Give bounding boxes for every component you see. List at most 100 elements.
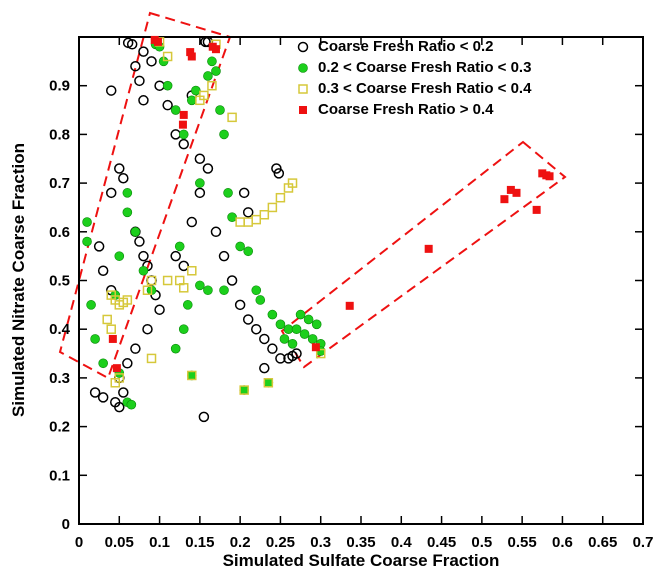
scatter-point [105,85,117,96]
scatter-point [239,385,249,395]
scatter-point [532,205,541,214]
legend-marker [299,106,307,114]
scatter-point [315,348,326,359]
scatter-point [267,343,278,354]
scatter-point [114,163,125,174]
scatter-point [178,120,187,129]
scatter-point [198,411,210,423]
scatter-point [211,66,221,76]
scatter-point [178,138,189,150]
x-tick-label: 0.5 [471,534,492,551]
scatter-point [345,301,354,310]
scatter-point [202,163,214,174]
x-tick-label: 0.3 [310,534,331,551]
scatter-point [259,333,270,345]
scatter-point [170,105,181,115]
scatter-point [235,241,245,252]
scatter-point [207,80,217,91]
scatter-point [118,297,129,308]
x-tick-label: 0.35 [346,534,375,551]
x-tick-label: 0.15 [185,534,214,551]
scatter-point [187,266,197,276]
scatter-point [263,377,274,388]
scatter-point [299,329,310,339]
scatter-point [98,358,108,369]
scatter-point [174,275,185,286]
scatter-point [82,236,92,247]
scatter-point [178,260,189,272]
scatter-point [207,56,217,67]
scatter-point [97,265,109,277]
scatter-point [134,75,145,87]
x-tick-label: 0.45 [427,534,456,551]
scatter-point [114,373,125,383]
scatter-point [90,334,100,344]
y-tick-label: 0.9 [49,78,70,95]
legend-marker [298,63,308,73]
scatter-point [162,99,173,111]
y-tick-label: 0.5 [49,273,70,290]
y-tick-label: 0.2 [49,419,70,436]
scatter-point [153,37,162,46]
scatter-point [259,362,270,374]
y-tick-label: 0.7 [49,175,70,192]
scatter-point [219,129,229,140]
scatter-point [195,95,205,106]
scatter-point [242,207,254,218]
scatter-point [187,52,196,61]
scatter-point [118,387,129,398]
scatter-point [251,214,262,225]
scatter-point [211,45,220,54]
x-tick-label: 0.25 [266,534,295,551]
scatter-point [243,246,253,257]
scatter-point [287,339,298,349]
scatter-point [303,314,314,325]
scatter-point [106,324,116,334]
x-tick-label: 0.65 [588,534,617,551]
scatter-point [287,178,298,188]
scatter-point [154,304,165,315]
scatter-point [178,129,189,140]
scatter-point [267,202,278,213]
scatter-point [226,275,238,286]
scatter-point [93,241,105,252]
scatter-point [130,60,141,72]
scatter-point [138,265,149,276]
legend-label: Coarse Fresh Ratio > 0.4 [318,101,494,118]
scatter-point [234,299,246,311]
scatter-point [238,187,250,199]
scatter-point [130,227,141,237]
y-tick-label: 0.1 [49,467,70,484]
scatter-point [219,285,229,296]
scatter-point [271,163,282,174]
scatter-point [174,241,185,252]
scatter-point [110,397,121,408]
scatter-point [200,36,211,48]
y-tick-label: 0.4 [49,321,71,338]
scatter-point [134,236,145,247]
scatter-point [263,378,274,388]
scatter-point [291,324,302,335]
scatter-point [500,195,509,204]
scatter-point [538,169,547,178]
scatter-point [195,178,205,188]
scatter-point [138,95,149,106]
scatter-point [218,250,230,262]
scatter-point [187,370,197,381]
scatter-point [162,51,173,62]
scatter-point [251,285,262,296]
scatter-point [273,168,285,179]
scatter-point [187,370,197,381]
scatter-point [512,188,521,197]
legend-marker [298,84,308,94]
scatter-point [126,39,138,50]
scatter-point [203,285,213,296]
scatter-point [82,217,92,227]
x-tick-label: 0.55 [508,534,537,551]
scatter-point [227,212,237,222]
scatter-point [545,172,554,181]
scatter-point [102,314,112,325]
scatter-point [186,48,195,57]
y-axis-title: Simulated Nitrate Coarse Fraction [9,143,28,417]
